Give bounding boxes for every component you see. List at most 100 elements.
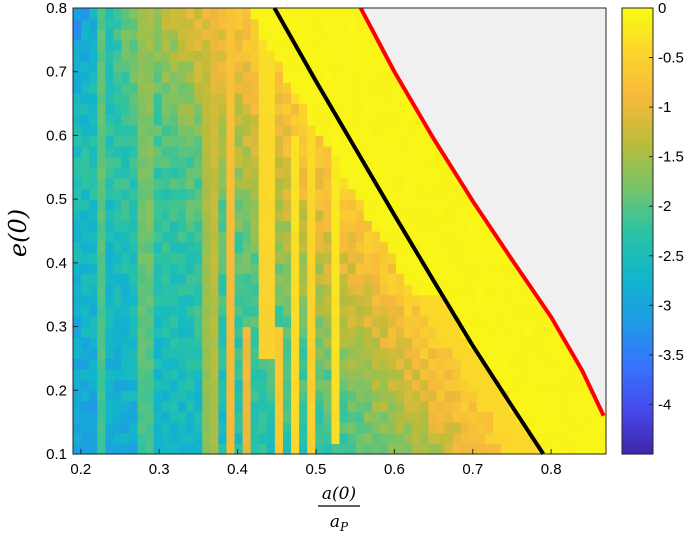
heatmap-cell <box>444 273 454 285</box>
heatmap-cell <box>161 167 171 179</box>
heatmap-cell <box>266 135 276 147</box>
heatmap-cell <box>581 411 591 423</box>
heatmap-cell <box>113 347 123 360</box>
heatmap-cell <box>355 252 365 264</box>
heatmap-cell <box>137 400 147 413</box>
heatmap-cell <box>347 156 357 168</box>
heatmap-cell <box>266 82 276 94</box>
heatmap-cell <box>315 135 324 147</box>
heatmap-cell <box>226 231 236 243</box>
heatmap-cell <box>501 315 510 328</box>
heatmap-cell <box>73 284 82 296</box>
heatmap-cell <box>339 156 349 168</box>
y-tick-label: 0.5 <box>46 191 67 208</box>
heatmap-cell <box>234 156 244 168</box>
heatmap-cell <box>137 326 147 338</box>
heatmap-cell <box>412 177 421 190</box>
heatmap-cell <box>339 231 349 243</box>
heatmap-cell <box>371 156 381 168</box>
heatmap-cell <box>194 156 203 168</box>
heatmap-cell <box>81 18 90 30</box>
heatmap-cell <box>121 177 131 190</box>
heatmap-cell <box>202 241 211 253</box>
heatmap-cell <box>339 18 349 30</box>
heatmap-cell <box>234 262 244 275</box>
heatmap-cell <box>291 315 300 328</box>
heatmap-cell <box>186 369 195 381</box>
heatmap-cell <box>307 369 316 381</box>
heatmap-cell <box>291 326 300 338</box>
heatmap-cell <box>412 315 421 328</box>
heatmap-cell <box>363 305 373 317</box>
heatmap-cell <box>129 294 139 306</box>
heatmap-cell <box>202 369 211 381</box>
heatmap-cell <box>339 422 349 434</box>
heatmap-cell <box>307 284 316 296</box>
heatmap-cell <box>379 411 389 423</box>
colorbar-segment <box>622 176 653 183</box>
heatmap-cell <box>307 390 316 402</box>
heatmap-cell <box>396 103 405 115</box>
heatmap-cell <box>492 326 502 338</box>
heatmap-cell <box>315 156 324 168</box>
heatmap-cell <box>404 284 413 296</box>
heatmap-cell <box>242 443 252 455</box>
heatmap-cell <box>501 358 510 370</box>
heatmap-cell <box>177 39 187 52</box>
heatmap-cell <box>153 231 163 243</box>
heatmap-cell <box>121 422 131 434</box>
heatmap-cell <box>266 400 276 413</box>
heatmap-cell <box>274 400 284 413</box>
heatmap-cell <box>291 432 300 444</box>
heatmap-cell <box>81 199 90 211</box>
heatmap-cell <box>258 231 268 243</box>
heatmap-cell <box>282 39 292 52</box>
heatmap-cell <box>266 241 276 253</box>
heatmap-cell <box>371 422 381 434</box>
heatmap-cell <box>202 262 211 275</box>
heatmap-cell <box>169 209 179 221</box>
heatmap-cell <box>412 443 421 455</box>
heatmap-cell <box>194 103 203 115</box>
heatmap-cell <box>194 326 203 338</box>
heatmap-cell <box>73 124 82 137</box>
heatmap-cell <box>137 146 147 158</box>
heatmap-cell <box>315 177 324 190</box>
heatmap-cell <box>420 156 429 168</box>
heatmap-cell <box>396 369 405 381</box>
heatmap-cell <box>89 443 98 455</box>
heatmap-cell <box>274 379 284 391</box>
heatmap-cell <box>194 262 203 275</box>
heatmap-cell <box>226 252 236 264</box>
heatmap-cell <box>274 167 284 179</box>
heatmap-cell <box>129 358 139 370</box>
heatmap-cell <box>161 252 171 264</box>
heatmap-cell <box>89 146 98 158</box>
heatmap-cell <box>250 294 260 306</box>
heatmap-cell <box>501 432 510 444</box>
heatmap-cell <box>323 156 333 168</box>
heatmap-cell <box>89 82 98 94</box>
heatmap-cell <box>137 305 147 317</box>
heatmap-cell <box>89 124 98 137</box>
heatmap-cell <box>347 422 357 434</box>
red-boundary-line <box>358 7 606 417</box>
heatmap-cell <box>113 390 123 402</box>
colorbar-segment <box>622 141 653 148</box>
heatmap-cell <box>250 400 260 413</box>
heatmap-cell <box>452 177 462 190</box>
colorbar-segment <box>622 335 653 341</box>
heatmap-cell <box>234 411 244 423</box>
heatmap-cell <box>153 241 163 253</box>
heatmap-cell <box>202 315 211 328</box>
heatmap-cell <box>113 273 123 285</box>
heatmap-cell <box>307 82 316 94</box>
heatmap-cell <box>517 326 526 338</box>
heatmap-cell <box>153 369 163 381</box>
heatmap-cell <box>291 188 300 200</box>
heatmap-cell <box>468 326 478 338</box>
heatmap-cell <box>169 167 179 179</box>
heatmap-cell <box>428 231 438 243</box>
heatmap-cell <box>396 273 405 285</box>
heatmap-cell <box>266 284 276 296</box>
